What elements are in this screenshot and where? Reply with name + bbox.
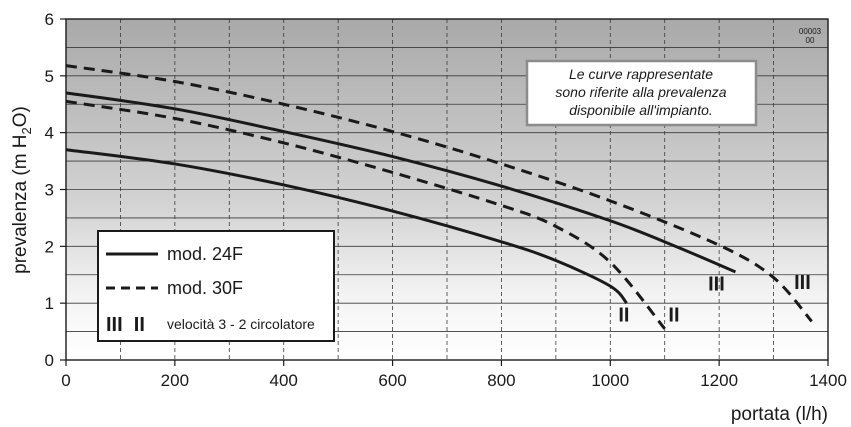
x-tick-label: 600 (378, 371, 406, 390)
x-tick-label: 800 (487, 371, 515, 390)
legend-label-30f: mod. 30F (167, 278, 243, 298)
curve-speed-label: III (708, 274, 725, 296)
note-line-1: Le curve rappresentate (569, 66, 713, 82)
y-axis-title: prevalenza (m H2O) (10, 106, 34, 274)
curve-speed-label: III (794, 272, 811, 294)
note-line-2: sono riferite alla prevalenza (555, 84, 726, 100)
x-tick-label: 0 (61, 371, 70, 390)
x-tick-label: 1000 (591, 371, 629, 390)
y-tick-label: 0 (45, 351, 54, 370)
x-tick-label: 1200 (700, 371, 738, 390)
curve-24f-speed-ii (65, 148, 628, 305)
y-tick-label: 3 (45, 181, 54, 200)
legend-label-24f: mod. 24F (167, 244, 243, 264)
curve-30f-speed-ii (65, 99, 666, 330)
curve-30f-speed-iii (65, 64, 813, 323)
curve-speed-label: II (668, 304, 679, 326)
x-tick-label: 200 (161, 371, 189, 390)
legend: mod. 24F mod. 30F III II velocità 3 - 2 … (97, 230, 335, 342)
curve-speed-label: II (618, 304, 629, 326)
pump-curves (65, 64, 813, 330)
note-line-3: disponibile all'impianto. (569, 102, 713, 118)
tick-labels: 0 200 400 600 800 1000 1200 1400 0 1 2 3 4 5 6 (45, 10, 847, 390)
figure-code-line2: 00 (806, 36, 815, 45)
note-box: Le curve rappresentate sono riferite all… (525, 59, 758, 127)
y-tick-label: 5 (45, 67, 54, 86)
x-tick-label: 400 (270, 371, 298, 390)
y-tick-label: 2 (45, 237, 54, 256)
legend-speed-label: velocità 3 - 2 circolatore (167, 316, 315, 332)
y-tick-label: 4 (45, 124, 54, 143)
y-tick-label: 6 (45, 10, 54, 29)
figure-code-line1: 00003 (799, 27, 822, 36)
curve-24f-speed-iii (65, 91, 737, 274)
legend-speed-symbols: III II (106, 314, 145, 336)
x-axis-title: portata (l/h) (731, 404, 828, 425)
x-tick-label: 1400 (809, 371, 847, 390)
y-tick-label: 1 (45, 294, 54, 313)
